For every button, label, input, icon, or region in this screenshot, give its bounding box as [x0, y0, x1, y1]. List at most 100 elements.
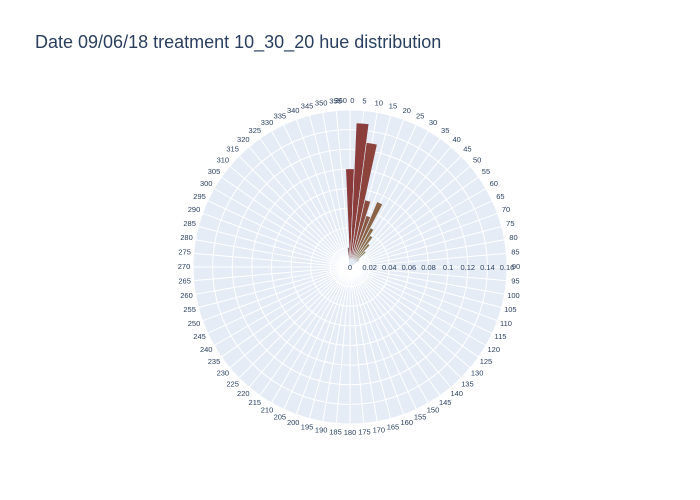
angular-tick-label: 320 — [237, 135, 250, 144]
polar-bar — [349, 201, 384, 268]
radial-tick-label: 0.12 — [460, 263, 475, 272]
angular-gridline — [349, 212, 498, 268]
angular-tick-label: 310 — [217, 155, 230, 164]
angular-tick-label: 290 — [188, 205, 201, 214]
angular-gridline — [349, 266, 429, 404]
angular-gridline — [259, 138, 351, 268]
angular-gridline — [221, 176, 351, 268]
angular-gridline — [259, 266, 351, 396]
angular-tick-label: 245 — [193, 332, 206, 341]
angular-tick-label: 180 — [344, 428, 357, 437]
angular-tick-label: 275 — [178, 248, 191, 257]
angular-gridline — [349, 266, 452, 388]
angular-gridline — [213, 188, 351, 268]
angular-gridline — [229, 266, 351, 369]
angular-tick-label: 265 — [178, 276, 191, 285]
angular-tick-label: 285 — [183, 219, 196, 228]
angular-tick-label: 175 — [358, 427, 371, 436]
angular-gridline — [349, 266, 441, 396]
angular-tick-label: 155 — [414, 412, 427, 421]
angular-gridline — [335, 110, 351, 268]
polar-bar — [349, 258, 360, 268]
angular-tick-label: 250 — [188, 319, 201, 328]
angular-gridline — [349, 225, 502, 268]
angular-gridline — [271, 266, 351, 404]
angular-tick-label: 45 — [463, 145, 471, 154]
angular-tick-label: 195 — [301, 422, 314, 431]
angular-tick-label: 305 — [208, 167, 221, 176]
radial-tick-label: 0.08 — [421, 263, 436, 272]
radial-tick-label: 0 — [348, 263, 352, 272]
angular-gridline — [283, 266, 351, 410]
angular-gridline — [322, 112, 351, 268]
angular-tick-label: 140 — [450, 389, 463, 398]
angular-tick-label: 280 — [180, 233, 193, 242]
radial-tick-label: 0.14 — [480, 263, 495, 272]
angular-tick-label: 35 — [441, 126, 449, 135]
angular-gridline — [349, 176, 479, 268]
angular-tick-label: 240 — [200, 345, 213, 354]
radial-tick-label: 0.02 — [362, 263, 377, 272]
angular-gridline — [349, 155, 462, 268]
angular-tick-label: 110 — [500, 319, 512, 328]
angular-tick-label: 335 — [274, 112, 287, 121]
angular-tick-label: 105 — [504, 305, 517, 314]
angular-tick-label: 10 — [375, 99, 383, 108]
angular-gridline — [207, 266, 351, 334]
angular-tick-label: 235 — [208, 357, 221, 366]
angular-gridline — [308, 266, 351, 419]
angular-tick-labels: 0 5 10 15 2025303540455055606570758085909510… — [178, 96, 520, 437]
angular-tick-label: 125 — [480, 357, 493, 366]
angular-gridline — [195, 239, 351, 268]
angular-tick-label: 200 — [287, 418, 300, 427]
angular-gridline — [335, 266, 351, 424]
angular-tick-label: 30 — [429, 118, 437, 127]
angular-gridline — [349, 266, 507, 282]
angular-gridline — [349, 266, 479, 358]
angular-tick-label: 145 — [439, 398, 452, 407]
angular-gridline — [238, 266, 351, 379]
angular-tick-label: 50 — [473, 155, 481, 164]
angular-tick-label: 270 — [178, 262, 191, 271]
angular-gridline — [349, 188, 487, 268]
polar-bars — [345, 122, 384, 268]
angular-tick-label: 15 — [389, 102, 397, 111]
angular-tick-label: 70 — [502, 205, 510, 214]
angular-tick-label: 220 — [237, 389, 250, 398]
angular-gridline — [349, 252, 507, 268]
angular-tick-label: 355 — [329, 97, 342, 106]
angular-tick-label: 75 — [506, 219, 514, 228]
angular-tick-label: 230 — [217, 369, 230, 378]
angular-gridline — [349, 266, 493, 334]
angular-gridline — [193, 266, 351, 282]
angular-gridline — [198, 225, 351, 268]
angular-tick-label: 5 — [362, 97, 366, 106]
angular-tick-label: 160 — [401, 418, 414, 427]
angular-tick-label: 225 — [226, 379, 239, 388]
angular-tick-label: 260 — [180, 291, 193, 300]
angular-tick-label: 0 — [350, 96, 354, 105]
angular-tick-label: 210 — [261, 406, 274, 415]
angular-gridline — [221, 266, 351, 358]
angular-tick-label: 360 — [334, 96, 347, 105]
page-title: Date 09/06/18 treatment 10_30_20 hue dis… — [35, 32, 442, 52]
angular-tick-label: 40 — [453, 135, 461, 144]
angular-tick-label: 315 — [226, 145, 239, 154]
angular-gridline — [349, 165, 471, 268]
radial-tick-label: 0.1 — [443, 263, 453, 272]
angular-gridline — [195, 266, 351, 295]
angular-tick-label: 115 — [494, 332, 506, 341]
angular-gridline — [349, 266, 417, 410]
angular-gridline — [202, 266, 351, 322]
angular-gridline — [202, 212, 351, 268]
angular-gridline — [295, 266, 351, 415]
angular-gridline — [207, 200, 351, 268]
angular-tick-label: 55 — [482, 167, 490, 176]
angular-gridline — [271, 130, 351, 268]
angular-gridline — [349, 266, 365, 424]
angular-tick-label: 90 — [512, 262, 520, 271]
angular-tick-label: 330 — [261, 118, 274, 127]
angular-tick-label: 170 — [373, 425, 386, 434]
angular-tick-label: 165 — [387, 422, 400, 431]
